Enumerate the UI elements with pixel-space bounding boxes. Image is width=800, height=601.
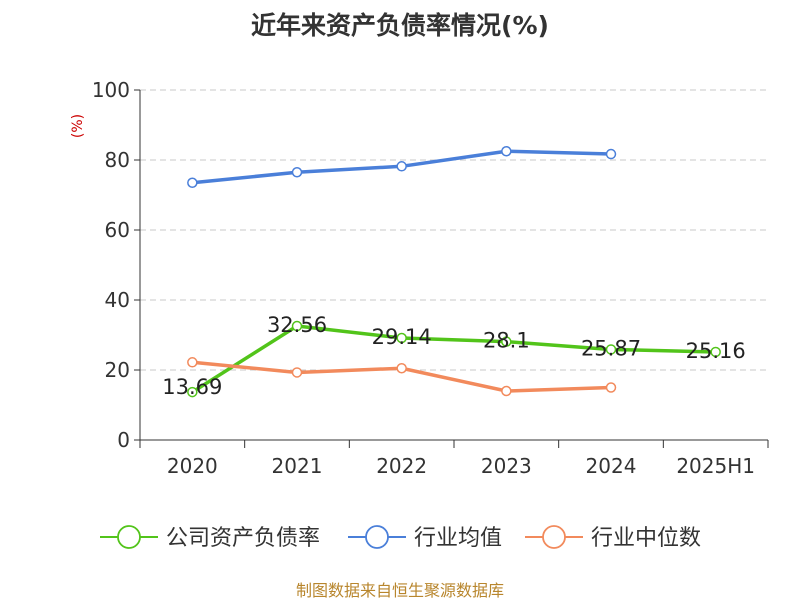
data-point [501,336,512,347]
x-tick-label: 2020 [167,454,218,478]
legend-label: 行业均值 [414,526,502,551]
data-point [187,357,198,368]
data-point [396,332,407,344]
x-tick-label: 2024 [586,454,637,478]
x-tick-label: 2021 [272,454,323,478]
data-point [605,344,617,355]
data-point [396,161,407,172]
data-point [291,367,303,378]
data-label: 32.56 [267,313,327,337]
data-point [187,177,198,188]
data-label: 25.87 [581,336,641,360]
y-tick-label: 20 [105,358,130,382]
legend-marker [117,525,141,549]
data-point [396,363,407,374]
data-label: 28.1 [483,329,530,353]
x-tick-label: 2022 [376,454,427,478]
data-point [291,167,303,178]
data-label: 13.69 [162,375,222,399]
data-label: 25.16 [686,339,746,363]
legend-label: 行业中位数 [591,526,701,551]
y-tick-label: 100 [92,78,130,102]
data-point [187,386,198,398]
data-point [605,382,617,393]
data-point [291,320,303,332]
data-point [501,146,512,157]
x-tick-label: 2023 [481,454,532,478]
y-tick-label: 80 [105,148,130,172]
y-tick-label: 60 [105,218,130,242]
data-point [501,385,512,397]
x-tick-label: 2025H1 [676,454,755,478]
source-footer: 制图数据来自恒生聚源数据库 [295,581,504,600]
chart-title: 近年来资产负债率情况(%) [251,11,549,40]
data-point [605,148,617,160]
legend-label: 公司资产负债率 [166,526,320,551]
y-tick-label: 0 [117,428,130,452]
legend-marker [365,525,389,549]
series-line [191,324,716,394]
y-axis-label: (%) [70,114,86,138]
y-tick-label: 40 [105,288,130,312]
legend-marker [542,525,566,549]
data-point [710,346,721,358]
data-label: 29.14 [372,325,432,349]
